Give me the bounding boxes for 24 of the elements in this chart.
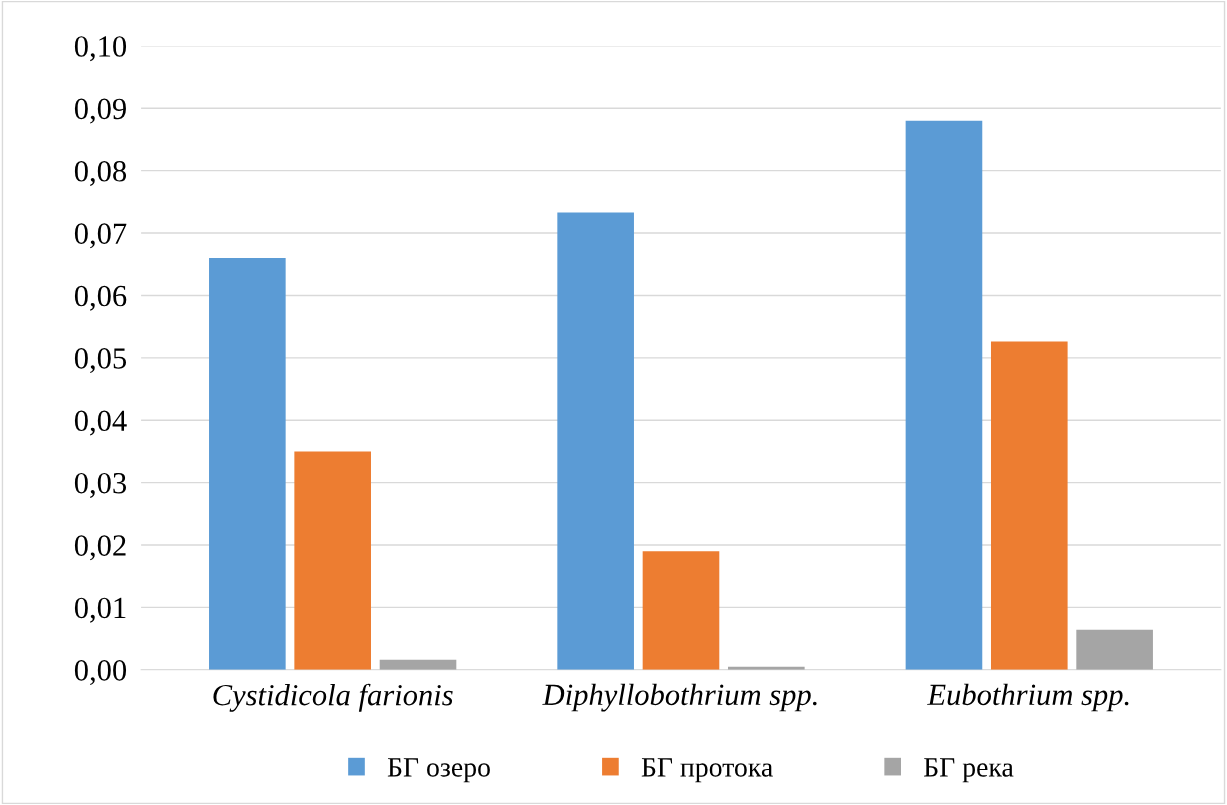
y-tick-label: 0,09 bbox=[74, 98, 126, 124]
bar bbox=[294, 451, 371, 670]
bar bbox=[1076, 629, 1153, 670]
x-tick-label: Cystidicola farionis bbox=[213, 683, 453, 712]
legend-label: БГ протока bbox=[641, 758, 773, 783]
y-tick-label: 0,06 bbox=[74, 285, 127, 311]
y-tick-label: 0,08 bbox=[74, 160, 127, 186]
legend-label: БГ река bbox=[924, 758, 1014, 783]
x-tick-label: Diphyllobothrium spp. bbox=[542, 683, 817, 712]
bar bbox=[990, 341, 1068, 670]
y-tick-label: 0,04 bbox=[74, 410, 127, 436]
y-tick-label: 0,01 bbox=[74, 597, 126, 623]
x-tick-label: Eubothrium spp. bbox=[927, 683, 1129, 712]
y-tick-label: 0,00 bbox=[74, 660, 127, 686]
legend-label: БГ озеро bbox=[387, 758, 490, 783]
y-tick-label: 0,02 bbox=[74, 535, 126, 561]
y-tick-label: 0,07 bbox=[74, 223, 127, 249]
bar bbox=[905, 120, 983, 670]
bar bbox=[209, 258, 286, 670]
y-tick-label: 0,05 bbox=[74, 348, 127, 374]
y-tick-label: 0,10 bbox=[74, 36, 127, 62]
bar bbox=[557, 212, 634, 670]
y-tick-label: 0,03 bbox=[74, 472, 127, 498]
bar bbox=[642, 551, 720, 670]
